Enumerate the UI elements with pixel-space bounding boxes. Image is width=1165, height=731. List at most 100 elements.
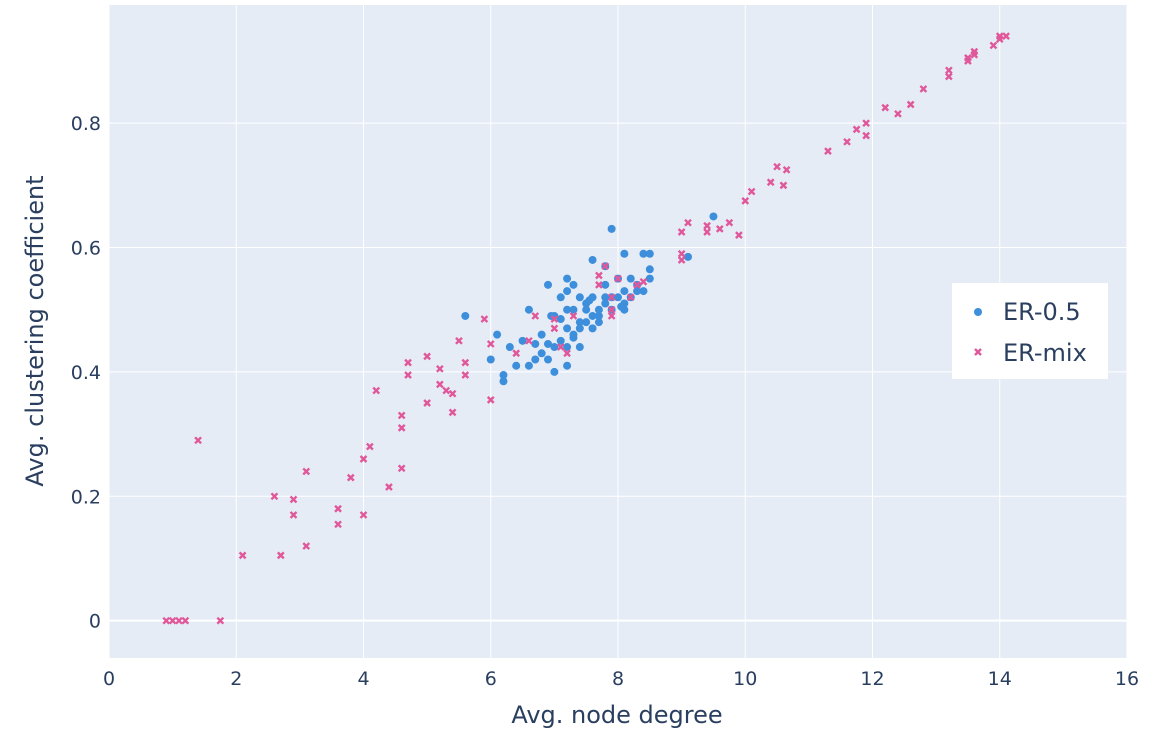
x-tick-label: 0 — [103, 668, 115, 690]
er-mix-point — [906, 100, 915, 109]
er-mix-point — [550, 324, 559, 333]
data-points — [162, 32, 1010, 625]
er-mix-point — [238, 551, 247, 560]
er-0-5-point — [575, 343, 584, 352]
er-0-5-point — [645, 265, 654, 274]
er-mix-point — [614, 274, 622, 283]
er-mix-point — [216, 616, 225, 625]
er-0-5-point — [594, 318, 603, 327]
er-0-5-point — [594, 305, 603, 314]
legend-marker-er-mix — [974, 348, 982, 356]
er-mix-point — [894, 109, 902, 118]
er-mix-point — [989, 41, 998, 50]
er-mix-point — [677, 256, 686, 264]
er-mix-point — [289, 511, 298, 519]
x-tick-label: 8 — [612, 668, 624, 690]
er-mix-point — [703, 221, 711, 230]
er-0-5-point — [575, 293, 584, 302]
er-0-5-point — [531, 355, 540, 364]
er-mix-point — [964, 54, 972, 62]
er-0-5-point — [594, 311, 603, 320]
er-mix-point — [881, 103, 890, 112]
er-mix-point — [372, 386, 381, 395]
er-mix-point — [442, 386, 451, 395]
legend-label-er-mix: ER-mix — [1003, 339, 1087, 367]
er-0-5-point — [588, 324, 597, 333]
er-0-5-point — [544, 280, 553, 289]
x-tick-label: 2 — [230, 668, 242, 690]
er-mix-point — [677, 228, 686, 236]
er-mix-point — [289, 495, 298, 504]
er-0-5-point — [556, 315, 565, 324]
x-tick-label: 16 — [1115, 668, 1139, 690]
er-0-5-point — [620, 249, 629, 258]
er-mix-point — [945, 72, 953, 81]
er-mix-point — [919, 85, 928, 93]
er-mix-point — [633, 281, 641, 289]
er-mix-point — [639, 277, 648, 286]
er-mix-point — [302, 542, 311, 550]
er-mix-point — [703, 228, 711, 236]
er-mix-point — [448, 408, 457, 417]
er-mix-point — [773, 162, 781, 171]
er-mix-point — [563, 349, 571, 358]
legend: ER-0.5 ER-mix — [952, 283, 1108, 379]
er-0-5-point — [626, 274, 635, 283]
er-mix-point — [741, 197, 750, 205]
er-0-5-point — [582, 305, 591, 314]
er-0-5-point — [563, 305, 572, 314]
er-0-5-point — [588, 255, 597, 264]
er-mix-point — [852, 125, 861, 134]
er-0-5-point — [563, 287, 572, 296]
er-0-5-point — [499, 371, 508, 380]
er-mix-point — [945, 66, 953, 75]
er-0-5-point — [505, 343, 514, 352]
er-0-5-point — [645, 274, 654, 283]
x-tick-label: 10 — [733, 668, 757, 690]
er-mix-point — [359, 455, 368, 463]
er-0-5-point — [518, 336, 527, 345]
er-mix-point — [162, 616, 171, 625]
er-mix-point — [486, 340, 495, 348]
er-mix-point — [556, 343, 565, 351]
er-mix-point — [359, 511, 368, 519]
er-0-5-point — [575, 318, 584, 327]
er-mix-point — [334, 520, 342, 529]
er-mix-point — [747, 187, 756, 196]
tick-labels: 0 2 4 6 8 10 12 14 16 0 0.2 0.4 0.6 0.8 — [71, 113, 1139, 690]
er-mix-point — [525, 336, 533, 345]
er-0-5-point — [585, 296, 594, 305]
er-mix-point — [448, 389, 457, 398]
er-0-5-point — [588, 311, 597, 320]
er-mix-point — [595, 271, 603, 280]
er-0-5-point — [550, 343, 559, 352]
er-0-5-point — [601, 299, 610, 308]
er-mix-point — [168, 616, 177, 625]
er-0-5-point — [537, 330, 546, 339]
er-0-5-point — [563, 361, 572, 370]
er-mix-point — [626, 293, 635, 302]
er-mix-point — [175, 616, 183, 625]
er-0-5-point — [620, 287, 629, 296]
er-mix-point — [270, 492, 279, 501]
er-mix-point — [862, 131, 870, 140]
er-mix-point — [404, 371, 412, 379]
er-mix-point — [735, 231, 743, 239]
er-mix-point — [436, 380, 444, 389]
er-0-5-point — [499, 377, 508, 386]
er-mix-point — [725, 218, 734, 227]
er-0-5-point — [563, 324, 572, 333]
er-0-5-point — [563, 343, 572, 352]
er-0-5-point — [607, 224, 616, 233]
er-mix-point — [569, 312, 578, 320]
er-mix-point — [302, 467, 311, 476]
er-mix-point — [824, 147, 832, 155]
er-mix-point — [194, 436, 202, 445]
er-mix-point — [397, 411, 406, 420]
er-mix-point — [455, 336, 463, 345]
er-mix-point — [1002, 32, 1010, 40]
er-0-5-point — [569, 330, 578, 339]
er-mix-point — [715, 225, 724, 233]
er-mix-point — [334, 504, 342, 513]
